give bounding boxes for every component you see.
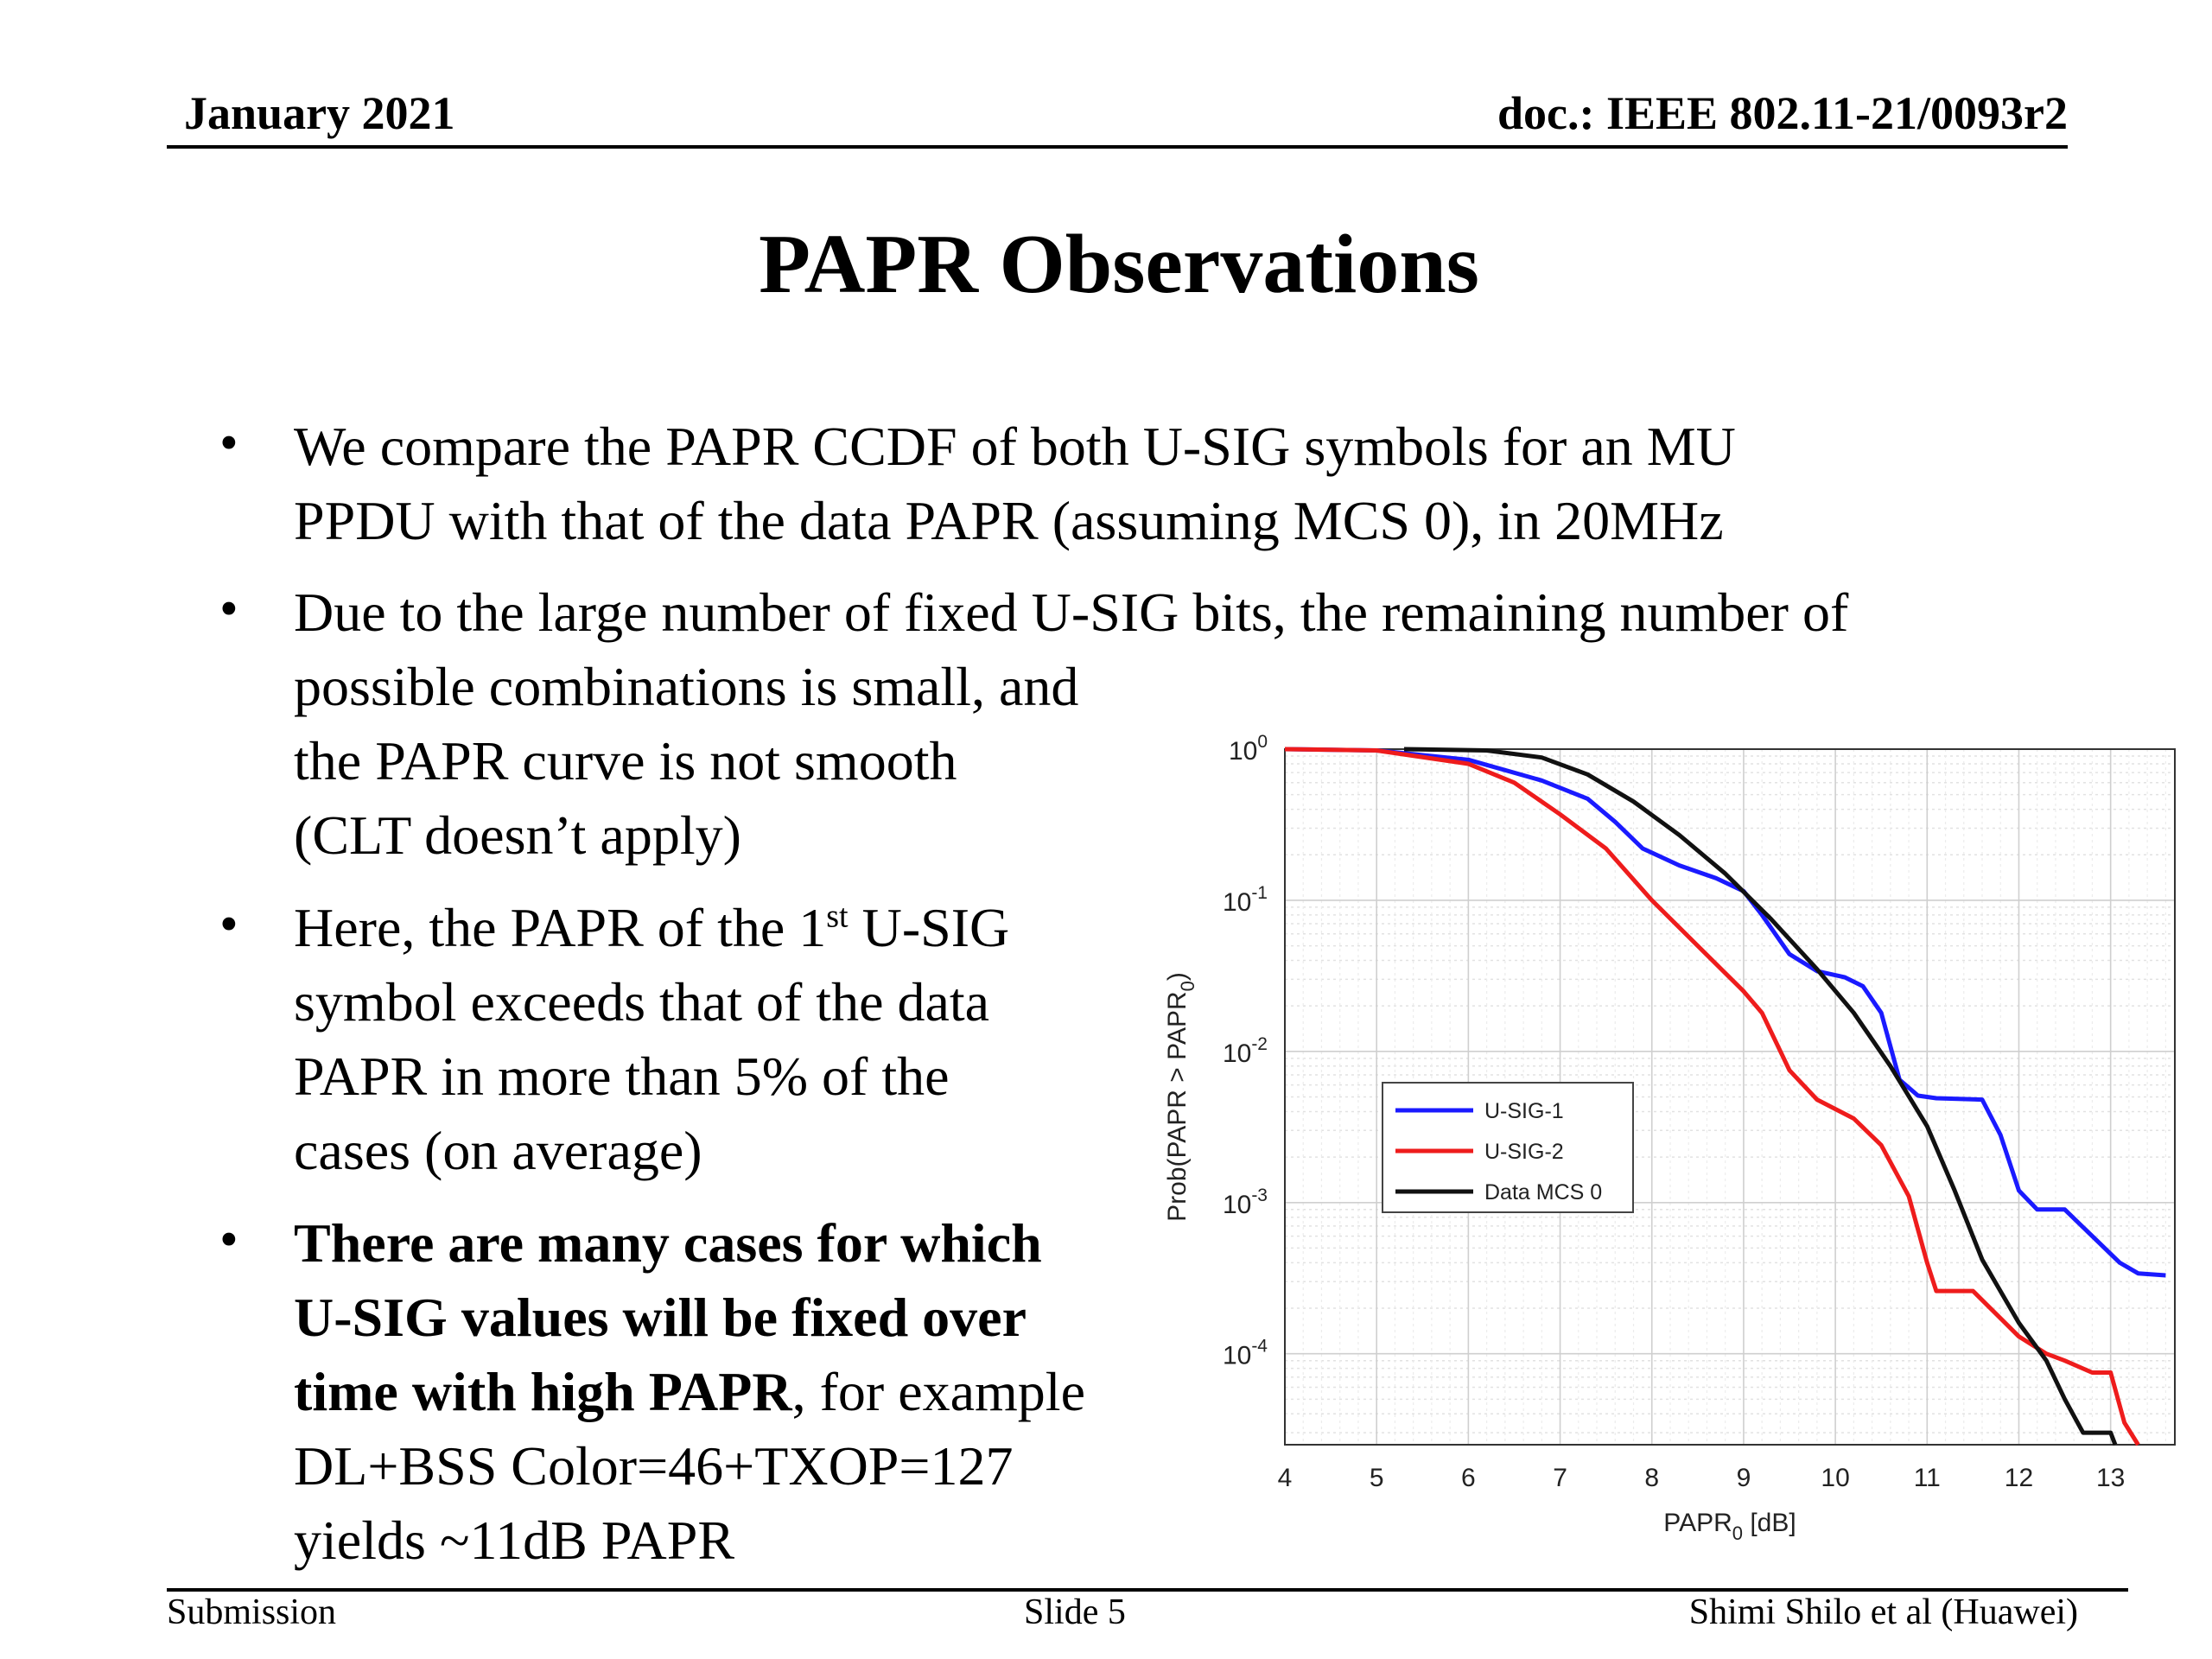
bullet-marker: •	[219, 1211, 238, 1269]
footer-slide-number: Slide 5	[1024, 1592, 1126, 1632]
x-tick-label: 6	[1461, 1464, 1476, 1492]
bullet-4-text: There are many cases for which U-SIG val…	[294, 1206, 1085, 1578]
slide-title: PAPR Observations	[759, 218, 1479, 311]
header-doc-id: doc.: IEEE 802.11-21/0093r2	[1497, 87, 2068, 139]
x-tick-label: 12	[2005, 1464, 2033, 1492]
y-axis-label: Prob(PAPR > PAPR0)	[1163, 972, 1198, 1222]
bullet-4-line-3: time with high PAPR, for example	[294, 1361, 1085, 1422]
header-date: January 2021	[184, 87, 455, 139]
x-tick-label: 11	[1914, 1464, 1941, 1492]
bullet-3-line-1: Here, the PAPR of the 1st U-SIG	[294, 897, 1010, 958]
bullet-2-line-1: Due to the large number of fixed U-SIG b…	[294, 582, 1849, 643]
x-tick-labels: 4 5 6 7 8 9 10 11 12 13	[1278, 1464, 2126, 1492]
bullet-4-line-5: yields ~11dB PAPR	[294, 1510, 735, 1571]
bullet-1-line-2: PPDU with that of the data PAPR (assumin…	[294, 490, 1724, 551]
bullet-marker: •	[219, 414, 238, 473]
x-tick-label: 10	[1821, 1464, 1849, 1492]
bullet-2-line-3: the PAPR curve is not smooth	[294, 730, 957, 791]
bullet-3-line-3: PAPR in more than 5% of the	[294, 1046, 950, 1107]
footer-author: Shimi Shilo et al (Huawei)	[1688, 1592, 2078, 1632]
legend-label: U-SIG-2	[1484, 1140, 1564, 1164]
chart-series	[1284, 747, 2166, 1446]
bullet-2-text: Due to the large number of fixed U-SIG b…	[294, 575, 1848, 873]
bullet-3-line-2: symbol exceeds that of the data	[294, 971, 990, 1033]
series-line-u-sig-1	[1284, 747, 2166, 1278]
papr-ccdf-chart: 4 5 6 7 8 9 10 11 12 13 100 10-1 10-2 10-3 10-4 PAPR0…	[1163, 732, 2176, 1544]
series-line-u-sig-2	[1284, 747, 2140, 1446]
series-line-data-mcs-0	[1403, 747, 2118, 1446]
x-tick-label: 9	[1737, 1464, 1751, 1492]
bullet-3-line-4: cases (on average)	[294, 1120, 702, 1181]
y-tick-labels: 100 10-1 10-2 10-3 10-4	[1223, 732, 1268, 1370]
bullet-2-line-4: (CLT doesn’t apply)	[294, 804, 741, 866]
bullet-4-line-1: There are many cases for which	[294, 1212, 1042, 1274]
bullet-marker: •	[219, 580, 238, 639]
header-rule	[167, 145, 2068, 149]
chart-major-grid	[1284, 748, 2175, 1445]
y-tick-label: 10-3	[1223, 1185, 1268, 1219]
y-tick-label: 100	[1229, 732, 1268, 766]
footer-submission: Submission	[167, 1592, 337, 1632]
chart-legend: U-SIG-1 U-SIG-2 Data MCS 0	[1382, 1082, 1634, 1213]
legend-label: U-SIG-1	[1484, 1099, 1564, 1123]
x-tick-label: 7	[1553, 1464, 1567, 1492]
y-tick-label: 10-1	[1223, 883, 1268, 917]
chart-minor-grid	[1285, 749, 2175, 1445]
legend-label: Data MCS 0	[1484, 1180, 1602, 1205]
footer-rule	[167, 1588, 2128, 1592]
y-tick-label: 10-4	[1223, 1337, 1268, 1370]
x-tick-label: 8	[1644, 1464, 1659, 1492]
bullet-1-text: We compare the PAPR CCDF of both U-SIG s…	[294, 410, 1736, 558]
x-tick-label: 4	[1278, 1464, 1293, 1492]
x-tick-label: 13	[2096, 1464, 2125, 1492]
bullet-4-line-2: U-SIG values will be fixed over	[294, 1287, 1027, 1348]
x-axis-label: PAPR0 [dB]	[1663, 1509, 1796, 1544]
bullet-2-line-2: possible combinations is small, and	[294, 656, 1079, 717]
x-tick-label: 5	[1370, 1464, 1384, 1492]
bullet-marker: •	[219, 895, 238, 954]
plot-frame	[1284, 748, 2176, 1446]
bullet-4-line-4: DL+BSS Color=46+TXOP=127	[294, 1435, 1014, 1497]
bullet-1-line-1: We compare the PAPR CCDF of both U-SIG s…	[294, 416, 1736, 477]
y-tick-label: 10-2	[1223, 1034, 1268, 1068]
bullet-3-text: Here, the PAPR of the 1st U-SIG symbol e…	[294, 891, 1009, 1188]
